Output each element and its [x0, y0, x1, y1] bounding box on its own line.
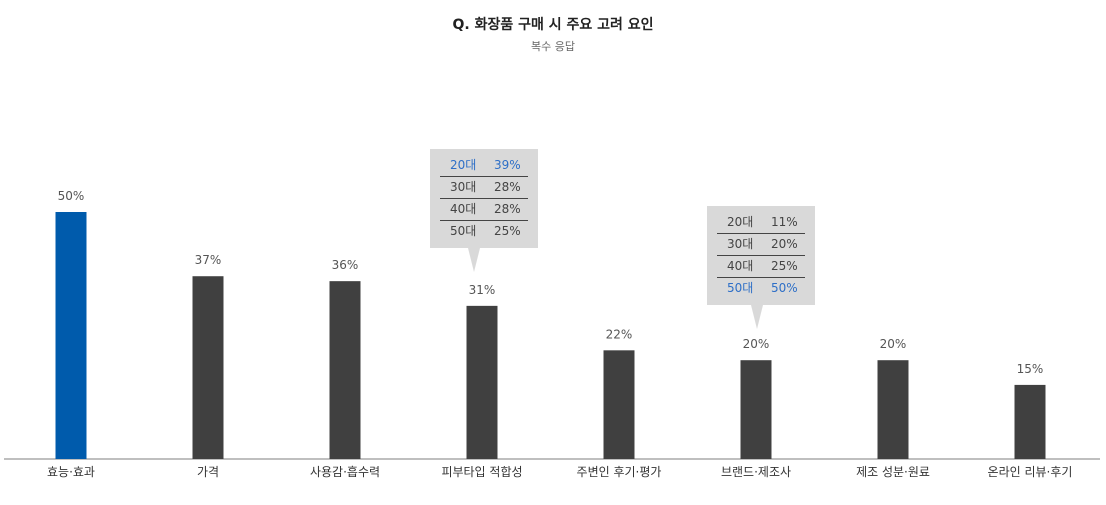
tooltip-skin-type: 20대 39% 30대 28% 40대 28% 50대 25%: [430, 149, 538, 272]
data-label: 22%: [606, 327, 633, 341]
tooltip-row: 50대 50%: [717, 277, 805, 299]
category-label: 온라인 리뷰·후기: [988, 465, 1073, 479]
data-label: 20%: [880, 337, 907, 351]
category-label: 사용감·흡수력: [310, 465, 380, 479]
tooltip-brand: 20대 11% 30대 20% 40대 25% 50대 50%: [707, 206, 815, 329]
chart-title: Q. 화장품 구매 시 주요 고려 요인: [452, 17, 654, 33]
data-label: 36%: [332, 258, 359, 272]
tooltip-row: 30대 28%: [440, 176, 528, 198]
bar: [329, 281, 361, 459]
category-label: 효능·효과: [47, 465, 95, 479]
tooltip-row: 30대 20%: [717, 233, 805, 255]
data-label: 15%: [1017, 362, 1044, 376]
data-label: 50%: [58, 189, 85, 203]
tooltip-row: 50대 25%: [440, 220, 528, 242]
tooltip-row: 20대 11%: [727, 215, 798, 229]
bar: [877, 360, 909, 459]
bar: [55, 212, 87, 459]
bar: [740, 360, 772, 459]
category-label: 주변인 후기·평가: [577, 465, 662, 479]
tooltip-row: 40대 28%: [440, 198, 528, 220]
chart-subtitle: 복수 응답: [531, 40, 575, 53]
category-label: 브랜드·제조사: [721, 465, 791, 479]
data-label: 37%: [195, 253, 222, 267]
category-label: 제조 성분·원료: [856, 465, 930, 479]
data-label: 31%: [469, 283, 496, 297]
data-label: 20%: [743, 337, 770, 351]
bar: [1014, 384, 1046, 459]
tooltip-row: 20대 39%: [450, 158, 521, 172]
tooltip-row: 40대 25%: [717, 255, 805, 277]
bar: [466, 305, 498, 459]
category-label: 피부타입 적합성: [441, 465, 522, 479]
bar: [603, 350, 635, 459]
bar: [192, 276, 224, 459]
category-label: 가격: [197, 465, 219, 479]
